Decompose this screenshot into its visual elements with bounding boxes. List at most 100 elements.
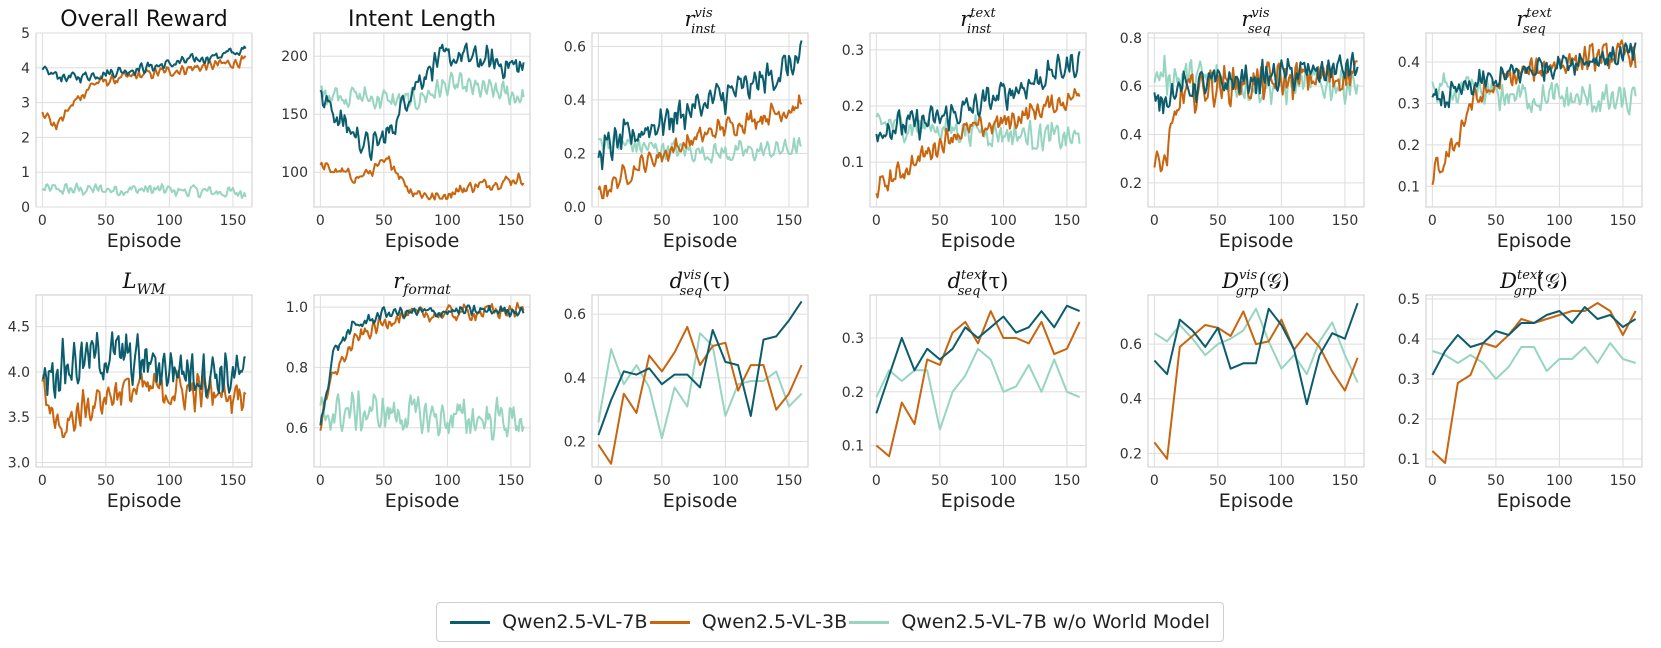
x-tick-label: 50 bbox=[1487, 213, 1505, 229]
x-tick-label: 50 bbox=[931, 213, 949, 229]
legend-swatch-qwen3b bbox=[649, 620, 690, 624]
x-axis-label: Episode bbox=[1219, 490, 1294, 512]
legend-label: Qwen2.5-VL-7B bbox=[502, 611, 648, 633]
x-tick-label: 50 bbox=[931, 473, 949, 489]
y-tick-label: 0.6 bbox=[564, 39, 586, 55]
x-tick-label: 150 bbox=[498, 213, 525, 229]
x-tick-label: 150 bbox=[498, 473, 525, 489]
subplot-8: 0 50 100 150 0.6 0.8 1.0 Episode rformat bbox=[286, 269, 531, 512]
y-tick-label: 5 bbox=[21, 26, 30, 42]
x-tick-label: 100 bbox=[990, 473, 1017, 489]
y-tick-label: 0 bbox=[21, 200, 30, 216]
y-tick-label: 0.1 bbox=[1398, 179, 1420, 195]
x-axis-label: Episode bbox=[1219, 230, 1294, 252]
plot-frame bbox=[591, 32, 809, 208]
series-line bbox=[875, 304, 1080, 414]
plot-frame bbox=[313, 294, 531, 468]
subplot-title: rtext seq bbox=[1516, 6, 1552, 37]
y-tick-label: 0.2 bbox=[564, 435, 586, 451]
series-line bbox=[875, 88, 1081, 199]
subplot-3: 0 50 100 150 0.0 0.2 0.4 0.6 Episode rvis inst bbox=[564, 6, 809, 252]
x-tick-label: 50 bbox=[97, 213, 115, 229]
x-axis-label: Episode bbox=[941, 490, 1016, 512]
y-tick-label: 0.3 bbox=[842, 43, 864, 59]
x-tick-label: 150 bbox=[776, 213, 803, 229]
series-line bbox=[319, 71, 525, 111]
x-tick-label: 0 bbox=[594, 473, 603, 489]
x-axis-label: Episode bbox=[107, 230, 182, 252]
x-tick-label: 0 bbox=[38, 473, 47, 489]
y-tick-label: 2 bbox=[21, 130, 30, 146]
y-tick-label: 0.3 bbox=[1398, 96, 1420, 112]
x-tick-label: 150 bbox=[1332, 473, 1359, 489]
x-tick-label: 0 bbox=[316, 213, 325, 229]
series-line bbox=[597, 131, 802, 164]
subplot-11: 0 50 100 150 0.2 0.4 0.6 Episode Dvis grp(𝒢) bbox=[1120, 268, 1365, 512]
series-line bbox=[41, 55, 247, 131]
x-tick-label: 100 bbox=[712, 213, 739, 229]
x-tick-label: 50 bbox=[653, 473, 671, 489]
plot-frame bbox=[1147, 32, 1365, 208]
y-tick-label: 1 bbox=[21, 165, 30, 181]
subplot-title: rvis seq bbox=[1241, 6, 1270, 37]
y-tick-label: 0.1 bbox=[842, 155, 864, 171]
subplot-title: rvis inst bbox=[684, 6, 716, 37]
x-tick-label: 0 bbox=[1428, 213, 1437, 229]
series-line bbox=[875, 51, 1081, 143]
y-tick-label: 0.4 bbox=[564, 93, 586, 109]
y-tick-label: 0.6 bbox=[1120, 79, 1142, 95]
x-tick-label: 50 bbox=[375, 213, 393, 229]
legend: Qwen2.5-VL-7B Qwen2.5-VL-3B Qwen2.5-VL-7… bbox=[436, 602, 1224, 642]
subplot-1: 0 50 100 150 0 1 2 3 4 5 Episode Overall Reward bbox=[21, 7, 253, 252]
subplot-title: Overall Reward bbox=[60, 7, 228, 32]
x-tick-label: 100 bbox=[1546, 213, 1573, 229]
x-tick-label: 100 bbox=[1268, 213, 1295, 229]
x-axis-label: Episode bbox=[385, 490, 460, 512]
series-line bbox=[1432, 342, 1636, 380]
y-tick-label: 0.2 bbox=[1120, 446, 1142, 462]
x-tick-label: 0 bbox=[872, 213, 881, 229]
subplot-6: 0 50 100 150 0.1 0.2 0.3 0.4 Episode rtext seq bbox=[1398, 6, 1643, 252]
y-tick-label: 0.2 bbox=[1398, 412, 1420, 428]
series-line bbox=[1431, 42, 1637, 109]
y-tick-label: 0.2 bbox=[564, 146, 586, 162]
plot-frame bbox=[869, 294, 1087, 468]
x-tick-label: 100 bbox=[712, 473, 739, 489]
y-tick-label: 0.0 bbox=[564, 200, 586, 216]
y-tick-label: 0.4 bbox=[1398, 55, 1420, 71]
x-tick-label: 100 bbox=[1546, 473, 1573, 489]
y-tick-label: 200 bbox=[281, 49, 308, 65]
legend-label: Qwen2.5-VL-3B bbox=[701, 611, 848, 633]
series-line bbox=[319, 304, 525, 426]
legend-item-qwen3b: Qwen2.5-VL-3B bbox=[649, 611, 848, 633]
subplot-7: 0 50 100 150 3.0 3.5 4.0 4.5 Episode LWM bbox=[8, 269, 253, 512]
legend-item-qwen7b: Qwen2.5-VL-7B bbox=[450, 611, 648, 633]
y-tick-label: 0.3 bbox=[1398, 372, 1420, 388]
y-tick-label: 1.0 bbox=[286, 300, 308, 316]
subplot-title: Dvis grp(𝒢) bbox=[1221, 268, 1290, 299]
subplot-12: 0 50 100 150 0.1 0.2 0.3 0.4 0.5 Episode Dtext grp(… bbox=[1398, 268, 1643, 512]
x-tick-label: 150 bbox=[1610, 473, 1637, 489]
y-tick-label: 0.4 bbox=[1120, 128, 1142, 144]
x-tick-label: 0 bbox=[38, 213, 47, 229]
series-line bbox=[1431, 306, 1637, 376]
series-line bbox=[41, 182, 247, 199]
x-tick-label: 100 bbox=[434, 473, 461, 489]
y-tick-label: 3.0 bbox=[8, 455, 30, 471]
plot-frame bbox=[35, 32, 253, 208]
y-tick-label: 0.3 bbox=[842, 331, 864, 347]
x-axis-label: Episode bbox=[663, 490, 738, 512]
x-tick-label: 50 bbox=[653, 213, 671, 229]
x-tick-label: 100 bbox=[434, 213, 461, 229]
y-tick-label: 0.1 bbox=[1398, 452, 1420, 468]
y-tick-label: 0.6 bbox=[1120, 337, 1142, 353]
x-tick-label: 150 bbox=[1610, 213, 1637, 229]
subplot-10: 0 50 100 150 0.1 0.2 0.3 Episode dtext seq(τ) bbox=[842, 268, 1087, 512]
x-tick-label: 50 bbox=[1487, 473, 1505, 489]
y-tick-label: 4.5 bbox=[8, 320, 30, 336]
subplot-title: rformat bbox=[393, 269, 451, 298]
series-line bbox=[597, 325, 803, 465]
x-axis-label: Episode bbox=[107, 490, 182, 512]
series-line bbox=[41, 45, 247, 84]
x-tick-label: 0 bbox=[1150, 213, 1159, 229]
